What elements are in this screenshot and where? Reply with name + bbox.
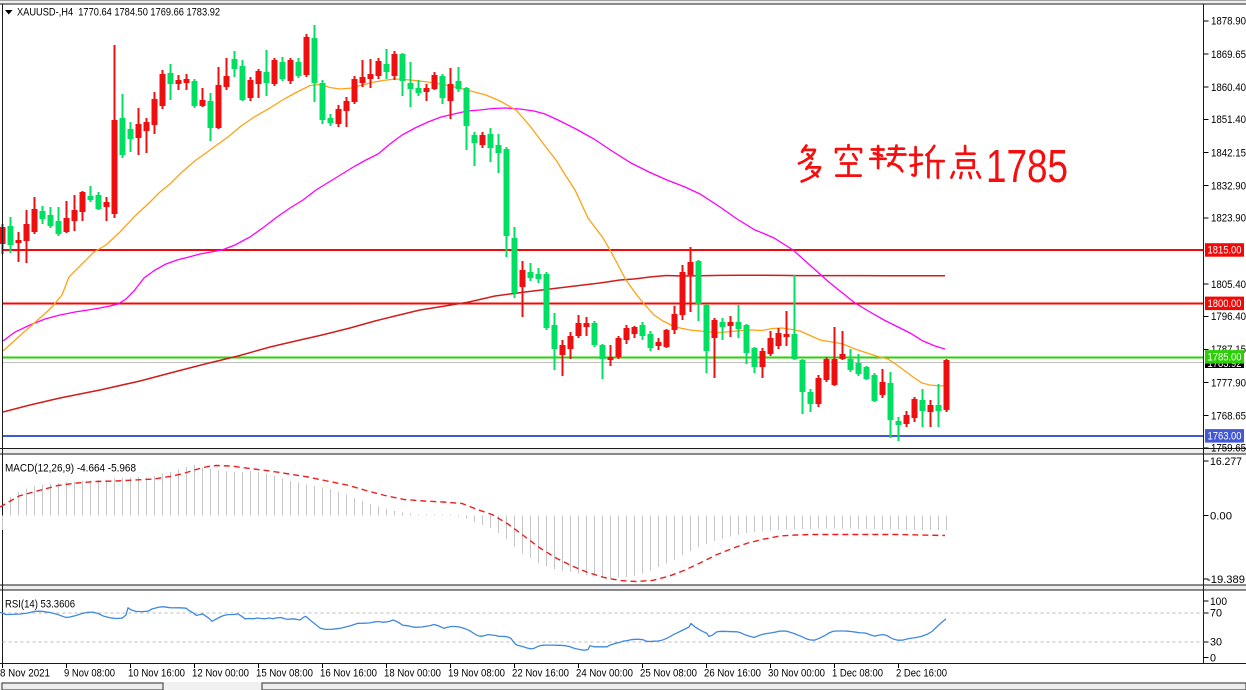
svg-text:RSI(14) 53.3606: RSI(14) 53.3606: [5, 599, 75, 611]
svg-text:1777.90: 1777.90: [1211, 377, 1246, 389]
svg-text:MACD(12,26,9) -4.664 -5.968: MACD(12,26,9) -4.664 -5.968: [5, 463, 136, 475]
svg-text:-19.389: -19.389: [1207, 574, 1245, 586]
svg-text:1860.40: 1860.40: [1211, 82, 1246, 94]
svg-text:22 Nov 16:00: 22 Nov 16:00: [512, 668, 569, 680]
svg-text:1759.65: 1759.65: [1211, 443, 1246, 455]
svg-text:1805.40: 1805.40: [1211, 279, 1246, 291]
svg-text:10 Nov 16:00: 10 Nov 16:00: [128, 668, 185, 680]
svg-text:8 Nov 2021: 8 Nov 2021: [0, 668, 50, 680]
svg-text:18 Nov 00:00: 18 Nov 00:00: [384, 668, 441, 680]
svg-text:1878.90: 1878.90: [1211, 16, 1246, 28]
svg-text:16 Nov 16:00: 16 Nov 16:00: [320, 668, 377, 680]
svg-text:30 Nov 00:00: 30 Nov 00:00: [768, 668, 825, 680]
svg-text:1796.40: 1796.40: [1211, 311, 1246, 323]
svg-text:XAUUSD-,H4 1770.64 1784.50 17: XAUUSD-,H4 1770.64 1784.50 1769.66 1783.…: [17, 7, 220, 19]
svg-text:2 Dec 16:00: 2 Dec 16:00: [896, 668, 947, 680]
svg-text:1785: 1785: [986, 140, 1068, 192]
svg-text:19 Nov 08:00: 19 Nov 08:00: [448, 668, 505, 680]
svg-text:1842.15: 1842.15: [1211, 147, 1246, 159]
svg-text:1832.90: 1832.90: [1211, 180, 1246, 192]
svg-text:1785.00: 1785.00: [1208, 352, 1242, 364]
svg-text:1823.90: 1823.90: [1211, 213, 1246, 225]
svg-text:9 Nov 08:00: 9 Nov 08:00: [64, 668, 115, 680]
svg-text:12 Nov 00:00: 12 Nov 00:00: [192, 668, 249, 680]
svg-text:1 Dec 08:00: 1 Dec 08:00: [832, 668, 883, 680]
svg-text:30: 30: [1210, 637, 1222, 649]
svg-text:1768.65: 1768.65: [1211, 411, 1246, 423]
svg-text:16.277: 16.277: [1210, 456, 1242, 468]
svg-text:26 Nov 16:00: 26 Nov 16:00: [704, 668, 761, 680]
svg-text:15 Nov 08:00: 15 Nov 08:00: [256, 668, 313, 680]
svg-text:1869.65: 1869.65: [1211, 49, 1246, 61]
svg-text:0.00: 0.00: [1210, 510, 1232, 522]
svg-text:1800.00: 1800.00: [1208, 298, 1242, 310]
svg-text:1815.00: 1815.00: [1208, 245, 1242, 257]
svg-text:100: 100: [1210, 596, 1227, 608]
svg-text:1851.40: 1851.40: [1211, 114, 1246, 126]
svg-text:1763.00: 1763.00: [1208, 431, 1242, 443]
svg-text:25 Nov 08:00: 25 Nov 08:00: [640, 668, 697, 680]
svg-text:24 Nov 00:00: 24 Nov 00:00: [576, 668, 633, 680]
svg-text:70: 70: [1210, 608, 1222, 620]
svg-text:0: 0: [1210, 652, 1216, 664]
